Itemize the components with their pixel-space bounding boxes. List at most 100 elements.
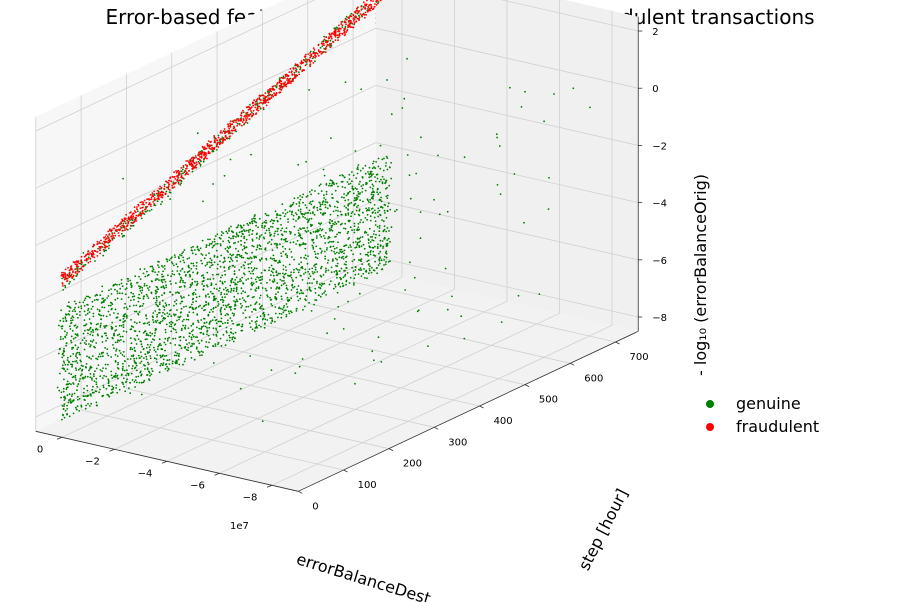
point-genuine — [198, 352, 201, 354]
point-fraudulent — [100, 239, 102, 242]
point-genuine — [83, 324, 85, 327]
point-genuine — [124, 293, 127, 296]
point-fraudulent — [72, 270, 74, 272]
point-genuine — [142, 322, 145, 325]
point-genuine — [156, 278, 159, 280]
point-genuine — [288, 275, 291, 277]
point-genuine — [130, 372, 133, 375]
point-genuine — [344, 227, 347, 230]
point-genuine — [331, 229, 334, 232]
point-fraudulent — [304, 55, 307, 58]
point-genuine — [286, 240, 288, 243]
point-genuine — [145, 332, 148, 335]
point-genuine — [180, 173, 183, 175]
point-genuine — [239, 302, 242, 305]
point-genuine — [336, 258, 338, 261]
point-genuine — [66, 368, 69, 371]
point-genuine — [324, 212, 327, 215]
point-genuine — [342, 276, 345, 279]
point-genuine — [336, 233, 338, 236]
point-genuine — [279, 243, 281, 246]
point-genuine — [135, 322, 138, 325]
point-genuine — [193, 249, 196, 251]
point-genuine — [66, 359, 69, 361]
grid-line-y — [171, 366, 435, 428]
point-fraudulent — [145, 201, 148, 204]
point-genuine — [90, 402, 93, 405]
point-genuine — [62, 354, 65, 357]
point-genuine — [173, 273, 176, 276]
point-genuine — [140, 343, 143, 346]
point-genuine — [181, 320, 184, 323]
point-genuine — [106, 337, 109, 340]
point-genuine — [84, 395, 87, 397]
point-genuine — [155, 358, 158, 360]
point-genuine — [243, 299, 246, 302]
point-genuine — [255, 325, 258, 328]
point-genuine — [329, 229, 331, 232]
point-genuine — [379, 191, 381, 194]
point-genuine — [101, 335, 103, 338]
point-fraudulent — [103, 236, 105, 239]
point-genuine — [324, 206, 327, 209]
point-fraudulent — [338, 34, 341, 37]
point-genuine — [229, 257, 232, 259]
point-genuine — [61, 327, 63, 330]
point-genuine — [236, 260, 238, 262]
point-fraudulent — [186, 171, 188, 174]
point-fraudulent — [158, 193, 161, 195]
point-genuine — [126, 378, 129, 381]
point-genuine — [297, 217, 300, 219]
point-genuine — [72, 346, 75, 349]
point-genuine — [183, 360, 186, 363]
point-genuine — [356, 188, 358, 191]
point-genuine — [217, 300, 220, 303]
point-genuine — [72, 399, 75, 402]
point-genuine — [244, 291, 247, 294]
point-genuine — [103, 325, 105, 327]
point-fraudulent — [185, 168, 187, 170]
point-genuine — [164, 331, 167, 334]
point-genuine — [215, 327, 217, 330]
point-genuine — [86, 385, 88, 387]
point-genuine — [66, 383, 69, 385]
point-genuine — [129, 219, 131, 222]
point-genuine — [166, 339, 169, 342]
point-genuine — [76, 348, 79, 351]
point-genuine — [158, 371, 161, 374]
point-genuine — [130, 318, 132, 321]
y-tick-mark — [524, 384, 530, 388]
point-genuine — [394, 210, 396, 213]
point-genuine — [388, 230, 390, 232]
point-genuine — [156, 319, 159, 322]
point-fraudulent — [337, 39, 339, 42]
point-genuine — [195, 265, 198, 267]
point-genuine — [304, 254, 307, 257]
point-genuine — [116, 341, 119, 343]
point-genuine — [110, 356, 113, 358]
point-genuine — [83, 341, 86, 344]
point-genuine — [133, 346, 136, 349]
point-genuine — [196, 326, 198, 329]
point-genuine — [64, 363, 67, 366]
point-genuine — [280, 224, 282, 226]
point-genuine — [143, 268, 146, 270]
point-genuine — [293, 258, 295, 261]
point-genuine — [104, 363, 107, 366]
point-genuine — [386, 79, 388, 81]
point-genuine — [369, 253, 372, 256]
point-fraudulent — [143, 208, 146, 211]
point-genuine — [232, 314, 235, 317]
point-genuine — [382, 247, 384, 249]
point-genuine — [170, 275, 173, 278]
point-genuine — [364, 217, 367, 219]
point-fraudulent — [98, 241, 101, 244]
point-genuine — [141, 286, 144, 289]
point-genuine — [276, 286, 278, 289]
point-genuine — [191, 170, 194, 173]
point-fraudulent — [324, 48, 327, 50]
point-genuine — [359, 236, 362, 239]
point-fraudulent — [225, 131, 228, 133]
point-genuine — [173, 314, 176, 317]
point-genuine — [76, 395, 79, 398]
